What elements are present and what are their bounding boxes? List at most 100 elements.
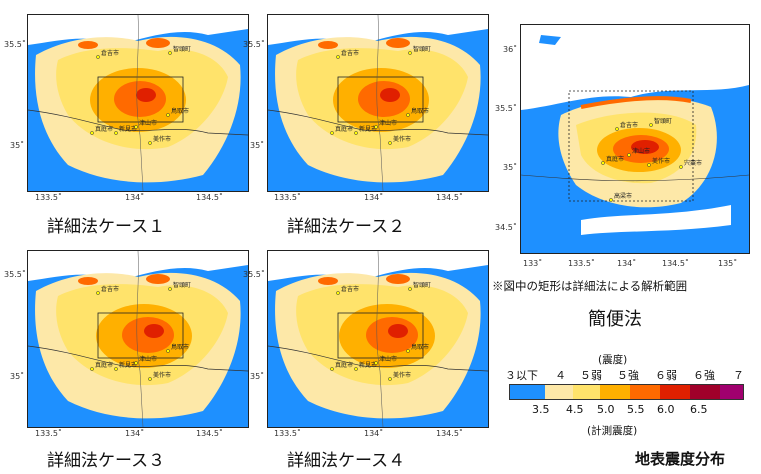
city-label: 鳥取市 [411,107,429,115]
city-marker [336,55,340,59]
y-tick: 35.5˚ [495,104,517,113]
city-label: 美作市 [153,135,171,143]
map-image: 倉吉市 智頭町 真庭市 新見市 津山市 美作市 鳥取市 [267,14,489,192]
legend-swatch [720,385,743,399]
city-label: 高梁市 [614,192,632,200]
measured-value: 5.5 [627,403,645,416]
city-marker [90,131,94,135]
city-marker [374,361,378,365]
legend-swatch [630,385,660,399]
city-label: 倉吉市 [341,285,359,293]
city-label: 新見市 [119,125,137,133]
x-tick: 134.5˚ [196,429,223,438]
city-marker [408,287,412,291]
city-marker [96,55,100,59]
legend-title-intensity: (震度) [598,354,628,366]
city-label: 真庭市 [606,155,624,163]
map-caption: 詳細法ケース３ [47,451,166,471]
y-tick: 35˚ [250,372,265,381]
intensity-label: ４ [555,369,566,382]
y-tick: 35˚ [250,141,265,150]
city-marker [134,361,138,365]
city-marker [90,367,94,371]
city-label: 新見市 [359,361,377,369]
intensity-label: ６弱 [655,369,677,382]
intensity-label: ３以下 [505,369,538,382]
city-marker [408,51,412,55]
city-marker [96,291,100,295]
city-marker [148,141,152,145]
city-label: 鳥取市 [171,107,189,115]
intensity-labels: ３以下 ４ ５弱 ５強 ６弱 ６強 ７ [505,367,745,382]
city-label: 美作市 [652,157,670,165]
city-label: 鳥取市 [171,343,189,351]
city-label: 智頭町 [173,45,191,53]
city-label: 津山市 [379,119,397,127]
intensity-label: ５強 [617,369,639,382]
city-marker [406,349,410,353]
x-tick: 134.5˚ [196,193,223,202]
measured-value: 6.5 [690,403,708,416]
y-tick: 35˚ [503,163,518,172]
city-marker [330,131,334,135]
city-label: 倉吉市 [101,285,119,293]
map-caption: 簡便法 [588,309,642,330]
city-label: 美作市 [153,371,171,379]
city-label: 津山市 [632,147,650,155]
intensity-label: ７ [733,369,744,382]
city-marker [388,141,392,145]
legend-swatch [510,385,545,399]
intensity-label: ６強 [693,369,715,382]
city-label: 美作市 [393,135,411,143]
x-tick: 133.5˚ [274,429,301,438]
x-tick: 134.5˚ [662,259,689,268]
x-tick: 133.5˚ [35,193,62,202]
city-label: 倉吉市 [101,49,119,57]
color-scale-bar [509,384,744,400]
y-tick: 35.5˚ [4,40,26,49]
city-label: 倉吉市 [341,49,359,57]
city-marker [134,125,138,129]
map-image: 倉吉市 智頭町 真庭市 新見市 津山市 美作市 鳥取市 [267,250,489,428]
y-tick: 36˚ [503,45,518,54]
city-marker [336,291,340,295]
map-caption: 詳細法ケース２ [287,217,406,237]
city-label: 宍粟市 [684,159,702,167]
city-label: 真庭市 [95,125,113,133]
legend-swatch [573,385,600,399]
city-marker [354,131,358,135]
map-image: 倉吉市 智頭町 真庭市 新見市 津山市 美作市 鳥取市 [27,250,249,428]
x-tick: 134˚ [125,429,145,438]
y-tick: 35.5˚ [243,40,265,49]
city-label: 真庭市 [335,361,353,369]
x-tick: 134˚ [364,429,384,438]
city-marker [615,127,619,131]
city-label: 津山市 [139,119,157,127]
city-label: 真庭市 [95,361,113,369]
city-label: 倉吉市 [620,121,638,129]
map-image: 倉吉市 智頭町 真庭市 津山市 美作市 宍粟市 高梁市 [520,24,750,254]
y-tick: 35.5˚ [243,270,265,279]
y-tick: 35.5˚ [4,270,26,279]
x-tick: 135˚ [718,259,738,268]
city-marker [649,123,653,127]
legend-swatch [660,385,690,399]
city-marker [114,367,118,371]
x-tick: 133˚ [523,259,543,268]
y-tick: 34.5˚ [495,223,517,232]
x-tick: 133.5˚ [35,429,62,438]
city-label: 美作市 [393,371,411,379]
city-marker [354,367,358,371]
y-tick: 35˚ [10,141,25,150]
city-marker [330,367,334,371]
analysis-range-note: ※図中の矩形は詳細法による解析範囲 [492,279,688,293]
x-tick: 134˚ [125,193,145,202]
city-marker [406,113,410,117]
measured-value: 6.0 [657,403,675,416]
x-tick: 133.5˚ [568,259,595,268]
city-label: 智頭町 [173,281,191,289]
city-marker [168,287,172,291]
city-label: 真庭市 [335,125,353,133]
